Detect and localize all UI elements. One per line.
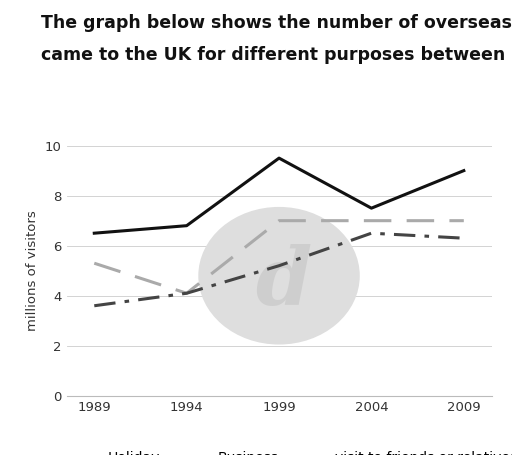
Text: d: d: [255, 244, 311, 322]
Y-axis label: millions of visitors: millions of visitors: [26, 210, 39, 331]
Text: The graph below shows the number of overseas visitors who: The graph below shows the number of over…: [41, 14, 512, 32]
Ellipse shape: [198, 207, 360, 344]
Legend: Holiday, Business, visit to friends or relatives: Holiday, Business, visit to friends or r…: [56, 445, 512, 455]
Text: came to the UK for different purposes between 1989 and 2009: came to the UK for different purposes be…: [41, 46, 512, 64]
